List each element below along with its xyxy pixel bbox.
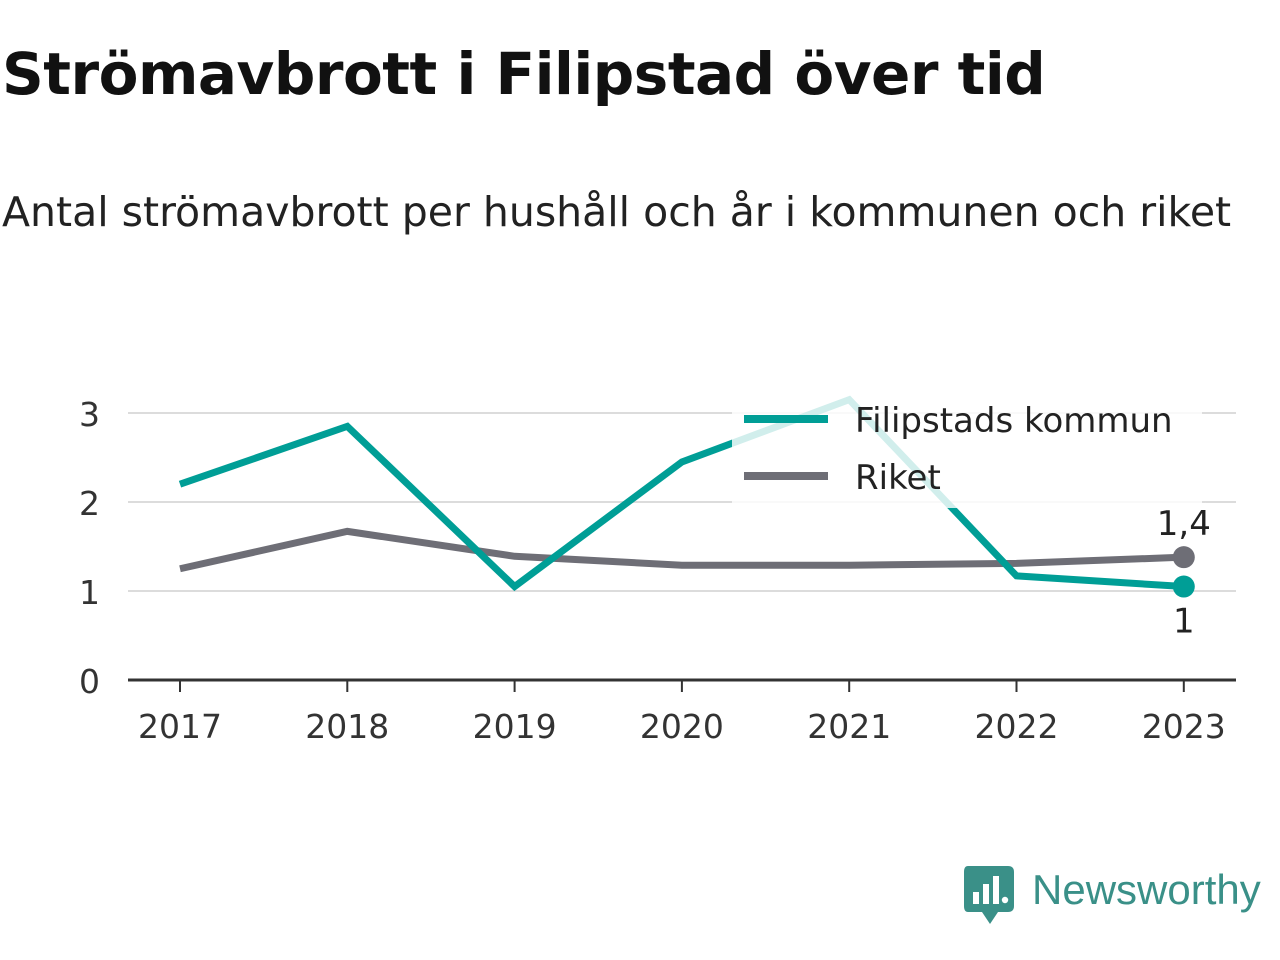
- endpoint-dot: [1172, 546, 1195, 569]
- x-axis: 2017 2018 2019 2020 2021 2022 2023: [128, 678, 1236, 746]
- legend-background: [732, 390, 1202, 508]
- legend: Filipstads kommun Riket: [732, 390, 1202, 508]
- endpoint-dot: [1172, 575, 1195, 598]
- y-tick-label: 3: [79, 395, 100, 434]
- end-value-label: 1,4: [1157, 504, 1211, 544]
- legend-label: Filipstads kommun: [855, 401, 1173, 441]
- x-tick-label: 2023: [1142, 707, 1226, 746]
- x-tick-label: 2017: [138, 707, 222, 746]
- chart-subtitle: Antal strömavbrott per hushåll och år i …: [2, 188, 1232, 236]
- x-tick-label: 2020: [640, 707, 724, 746]
- x-tick-label: 2019: [473, 707, 557, 746]
- newsworthy-logo-icon: [964, 866, 1014, 924]
- x-tick-label: 2022: [975, 707, 1059, 746]
- brand-name: Newsworthy: [1032, 866, 1261, 913]
- series-line-filipstad: [178, 395, 1185, 592]
- x-tick-label: 2021: [807, 707, 891, 746]
- y-tick-label: 1: [79, 573, 100, 612]
- y-axis-ticks: 0 1 2 3: [79, 395, 100, 701]
- y-tick-label: 2: [79, 484, 100, 523]
- series-lines: [178, 395, 1185, 592]
- x-tick-label: 2018: [305, 707, 389, 746]
- chart-title: Strömavbrott i Filipstad över tid: [2, 40, 1046, 108]
- newsworthy-brand[interactable]: Newsworthy: [964, 864, 1280, 928]
- series-endpoints: 11,4: [1154, 501, 1214, 644]
- y-tick-label: 0: [79, 662, 100, 701]
- end-value-label: 1: [1173, 602, 1195, 642]
- series-line-riket: [179, 527, 1184, 573]
- legend-label: Riket: [855, 458, 941, 498]
